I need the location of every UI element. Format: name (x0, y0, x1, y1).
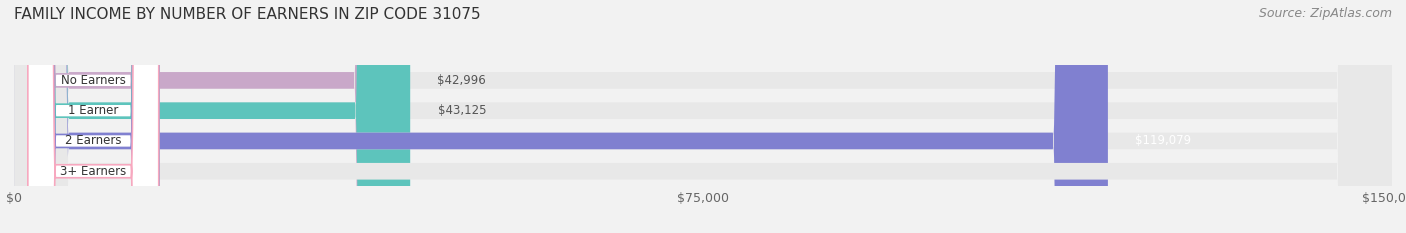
Text: No Earners: No Earners (60, 74, 125, 87)
FancyBboxPatch shape (14, 0, 1392, 233)
Text: 1 Earner: 1 Earner (67, 104, 118, 117)
Text: $0: $0 (42, 165, 56, 178)
Text: 2 Earners: 2 Earners (65, 134, 121, 147)
FancyBboxPatch shape (14, 0, 409, 233)
Text: 3+ Earners: 3+ Earners (60, 165, 127, 178)
Text: Source: ZipAtlas.com: Source: ZipAtlas.com (1258, 7, 1392, 20)
Text: FAMILY INCOME BY NUMBER OF EARNERS IN ZIP CODE 31075: FAMILY INCOME BY NUMBER OF EARNERS IN ZI… (14, 7, 481, 22)
Text: $119,079: $119,079 (1136, 134, 1192, 147)
Text: $42,996: $42,996 (437, 74, 485, 87)
FancyBboxPatch shape (28, 0, 159, 233)
Text: $43,125: $43,125 (437, 104, 486, 117)
FancyBboxPatch shape (14, 0, 1392, 233)
FancyBboxPatch shape (28, 0, 159, 233)
FancyBboxPatch shape (14, 0, 1392, 233)
FancyBboxPatch shape (28, 0, 159, 233)
FancyBboxPatch shape (28, 0, 159, 233)
FancyBboxPatch shape (14, 0, 411, 233)
FancyBboxPatch shape (14, 0, 1108, 233)
FancyBboxPatch shape (14, 0, 1392, 233)
